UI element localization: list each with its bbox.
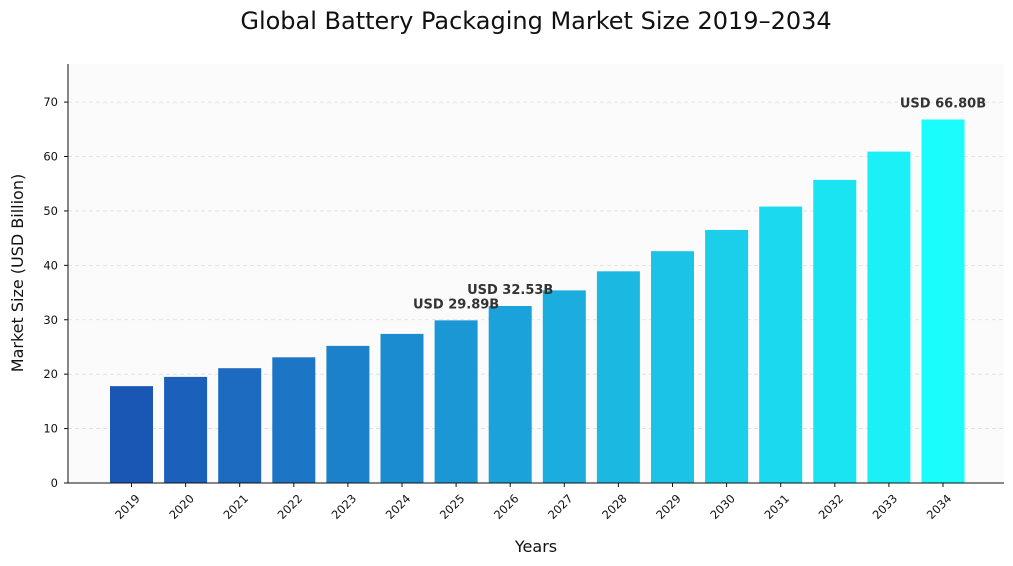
x-tick-label: 2032 [816, 491, 847, 522]
y-tick-label: 30 [43, 313, 58, 327]
y-tick-label: 50 [43, 204, 58, 218]
x-tick-label: 2034 [924, 491, 955, 522]
bar [651, 251, 694, 483]
x-tick-label: 2033 [870, 491, 901, 522]
bar [867, 151, 911, 484]
bar [759, 206, 803, 483]
plot-area [68, 64, 1004, 483]
y-axis-label: Market Size (USD Billion) [8, 174, 27, 372]
x-tick-label: 2031 [761, 491, 792, 522]
x-tick-label: 2025 [437, 491, 468, 522]
y-tick-label: 70 [43, 95, 58, 109]
bar [434, 320, 478, 483]
bars [110, 119, 965, 484]
bar [218, 368, 262, 483]
x-tick-label: 2028 [599, 491, 630, 522]
bar [705, 229, 749, 483]
x-axis-label: Years [514, 537, 557, 556]
bar [488, 305, 532, 483]
y-tick-label: 60 [43, 150, 58, 164]
x-tick-label: 2024 [383, 491, 414, 522]
y-tick-label: 0 [51, 476, 58, 490]
x-tick-label: 2023 [329, 491, 360, 522]
y-tick-label: 20 [43, 367, 58, 381]
bar [110, 386, 153, 483]
x-tick-label: 2030 [707, 491, 738, 522]
y-ticks: 0 10 20 30 40 50 60 70 [43, 95, 68, 490]
data-label: USD 66.80B [900, 97, 986, 112]
x-tick-label: 2026 [491, 491, 522, 522]
x-tick-label: 2029 [653, 491, 684, 522]
x-ticks: 2019 2020 2021 2022 2023 2024 2025 2026 2027 2028… [112, 483, 954, 522]
x-tick-label: 2020 [166, 491, 197, 522]
chart-title: Global Battery Packaging Market Size 201… [240, 7, 831, 35]
bar [380, 333, 424, 483]
bar [542, 290, 586, 483]
bar [326, 345, 370, 483]
x-tick-label: 2019 [112, 491, 143, 522]
x-tick-label: 2021 [220, 491, 251, 522]
bar [272, 357, 316, 483]
data-label: USD 32.53B [467, 283, 553, 298]
data-label: USD 29.89B [413, 297, 499, 312]
bar [596, 271, 640, 483]
bar [921, 119, 965, 483]
y-tick-label: 10 [43, 422, 58, 436]
bar [813, 179, 857, 483]
x-tick-label: 2027 [545, 491, 576, 522]
y-tick-label: 40 [43, 258, 58, 272]
bar [164, 376, 208, 483]
x-tick-label: 2022 [275, 491, 306, 522]
